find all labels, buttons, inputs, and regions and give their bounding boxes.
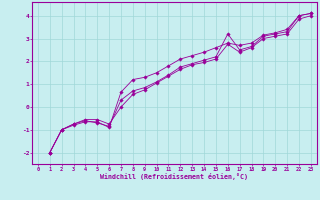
X-axis label: Windchill (Refroidissement éolien,°C): Windchill (Refroidissement éolien,°C): [100, 173, 248, 180]
